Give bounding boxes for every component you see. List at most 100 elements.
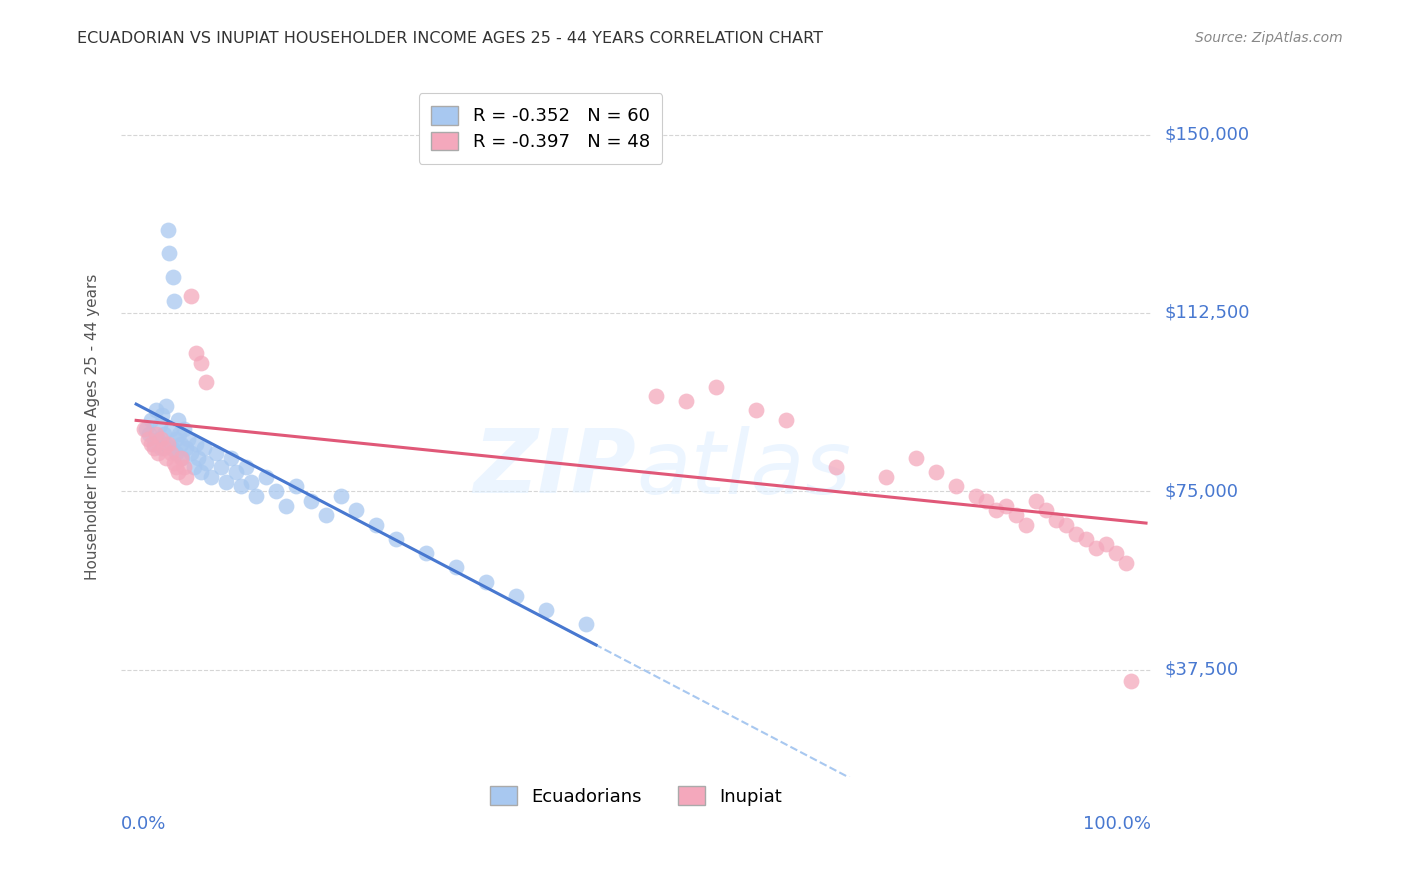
Point [1005,508,1028,522]
Point [534,603,557,617]
Point [575,617,598,632]
Point [167,427,190,442]
Point [229,479,252,493]
Point [150,432,173,446]
Point [205,446,228,460]
Point [264,484,287,499]
Text: 100.0%: 100.0% [1083,815,1152,833]
Point [149,417,172,432]
Point [190,465,212,479]
Point [143,436,166,450]
Point [215,475,238,489]
Point [170,436,193,450]
Point [1015,517,1038,532]
Point [875,470,897,484]
Point [173,460,195,475]
Point [984,503,1007,517]
Point [675,393,697,408]
Point [219,450,242,465]
Y-axis label: Householder Income Ages 25 - 44 years: Householder Income Ages 25 - 44 years [86,274,100,580]
Point [274,499,297,513]
Point [1064,527,1087,541]
Point [1115,556,1137,570]
Point [505,589,527,603]
Point [190,356,212,370]
Point [415,546,437,560]
Point [1085,541,1108,556]
Point [155,450,177,465]
Point [174,442,197,456]
Point [225,465,247,479]
Point [138,427,160,442]
Text: 0.0%: 0.0% [121,815,166,833]
Point [925,465,948,479]
Point [285,479,308,493]
Point [134,422,156,436]
Point [150,408,173,422]
Point [254,470,277,484]
Point [645,389,668,403]
Text: atlas: atlas [636,426,851,512]
Point [184,346,207,360]
Point [143,442,166,456]
Point [180,446,202,460]
Point [167,465,190,479]
Point [299,493,322,508]
Point [240,475,263,489]
Text: $150,000: $150,000 [1166,126,1250,144]
Point [195,375,218,389]
Point [165,432,187,446]
Point [155,436,177,450]
Point [974,493,997,508]
Point [153,442,176,456]
Point [245,489,267,503]
Point [146,432,169,446]
Point [187,450,209,465]
Point [139,436,162,450]
Point [364,517,387,532]
Point [145,403,167,417]
Point [163,456,186,470]
Point [193,442,215,456]
Point [167,413,190,427]
Point [153,427,176,442]
Point [1105,546,1128,560]
Point [139,413,162,427]
Point [184,436,207,450]
Point [180,289,202,303]
Point [165,460,187,475]
Point [170,450,193,465]
Point [157,246,180,260]
Point [1119,674,1142,689]
Point [174,470,197,484]
Point [173,422,195,436]
Point [135,422,157,436]
Point [160,442,183,456]
Point [1074,532,1097,546]
Point [145,427,167,442]
Text: $112,500: $112,500 [1166,304,1250,322]
Point [163,293,186,308]
Point [160,422,183,436]
Point [136,432,159,446]
Point [165,446,187,460]
Text: ZIP: ZIP [474,425,636,513]
Point [209,460,232,475]
Point [905,450,928,465]
Legend: Ecuadorians, Inupiat: Ecuadorians, Inupiat [479,775,793,816]
Point [146,446,169,460]
Point [157,436,180,450]
Point [172,450,194,465]
Point [150,442,173,456]
Text: $37,500: $37,500 [1166,661,1239,679]
Point [162,270,184,285]
Text: $75,000: $75,000 [1166,483,1239,500]
Point [330,489,353,503]
Point [1035,503,1057,517]
Point [745,403,768,417]
Point [995,499,1018,513]
Point [315,508,337,522]
Point [475,574,498,589]
Point [1025,493,1047,508]
Point [704,379,727,393]
